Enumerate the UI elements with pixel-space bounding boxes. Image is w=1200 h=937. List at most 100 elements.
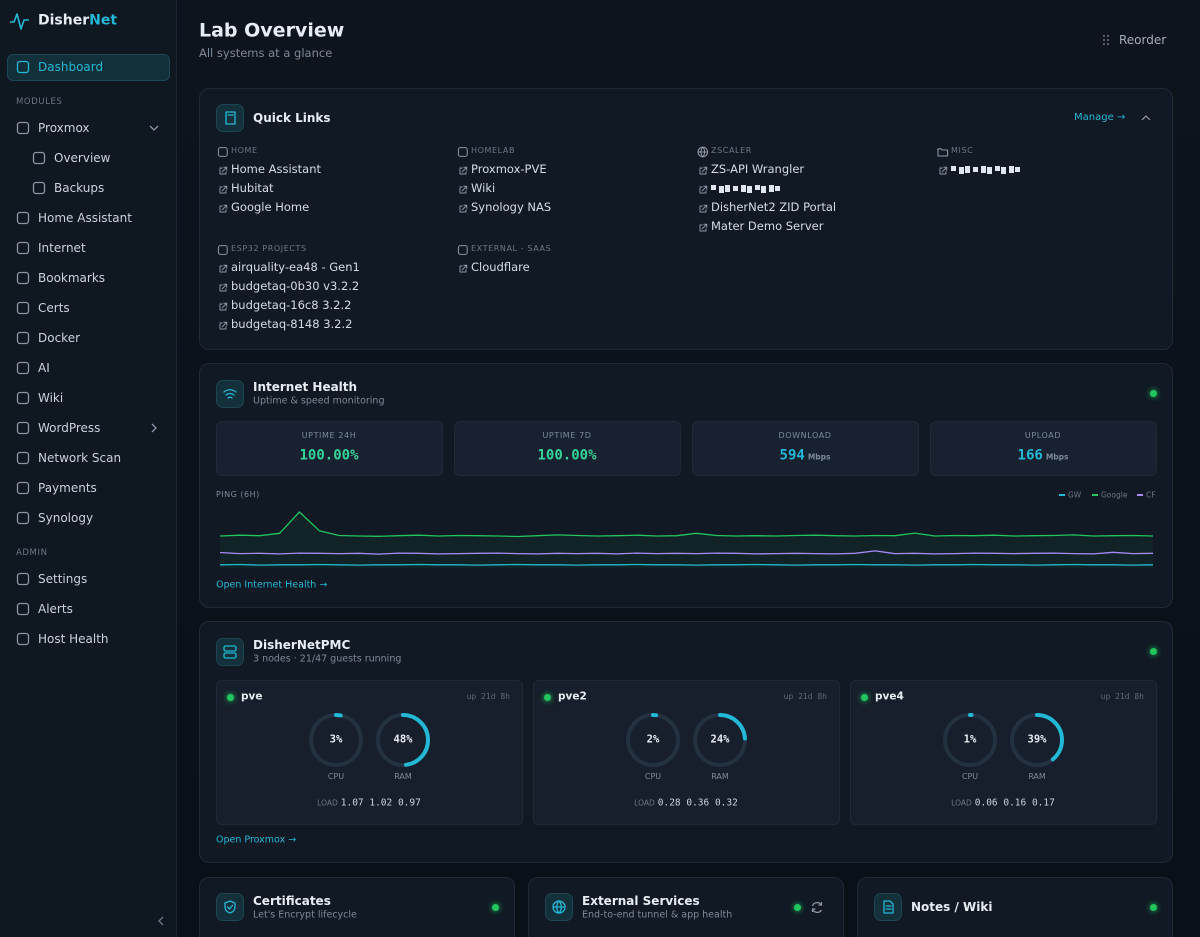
gauge-value: 3% <box>329 733 343 746</box>
quick-link[interactable]: budgetaq-8148 3.2.2 <box>231 317 353 332</box>
nav-chevron <box>149 125 159 131</box>
grip-dot <box>1107 43 1109 45</box>
stat-value: 594 Mbps <box>780 448 831 465</box>
icon-shape <box>219 204 228 213</box>
icon-shape <box>699 166 708 175</box>
stat-value: 100.00% <box>299 448 358 465</box>
node-load: LOAD 1.07 1.02 0.97 <box>317 797 421 808</box>
nav-item[interactable]: Alerts <box>38 601 73 616</box>
icon-box <box>216 893 244 921</box>
icon <box>16 451 30 465</box>
gauge-arc <box>943 713 997 767</box>
ping-line <box>219 511 1154 538</box>
icon-shape <box>699 204 708 213</box>
nav-item[interactable]: Certs <box>38 300 70 315</box>
redacted-link <box>711 185 780 193</box>
status-dot <box>793 903 801 911</box>
icon-shape <box>699 223 708 232</box>
icon <box>16 60 30 74</box>
stat-value: 100.00% <box>537 448 596 465</box>
icon-shape <box>459 264 468 273</box>
nav-item[interactable]: Docker <box>38 330 81 345</box>
icon-shape <box>16 211 30 225</box>
quick-link[interactable]: Mater Demo Server <box>711 219 824 234</box>
node-load: LOAD 0.28 0.36 0.32 <box>634 797 738 808</box>
nav-item[interactable]: Synology <box>38 510 94 525</box>
stat-unit: Mbps <box>1045 452 1069 462</box>
icon-shape <box>457 245 468 255</box>
icon-box <box>216 104 244 132</box>
nav-item[interactable]: Home Assistant <box>38 210 132 225</box>
icon <box>16 602 30 616</box>
node-box <box>533 680 840 825</box>
icon <box>16 421 30 435</box>
nav-item[interactable]: Dashboard <box>38 59 104 74</box>
open-link[interactable]: Open Proxmox → <box>216 834 297 846</box>
stat-label: UPLOAD <box>1024 431 1062 441</box>
icon <box>16 301 30 315</box>
brand-part: Net <box>89 12 118 29</box>
icon <box>459 204 468 213</box>
card <box>528 877 844 937</box>
quick-link[interactable]: budgetaq-16c8 3.2.2 <box>231 298 352 313</box>
nav-item[interactable]: Payments <box>38 480 97 495</box>
quick-link[interactable]: Google Home <box>231 200 310 215</box>
nav-item[interactable]: Proxmox <box>38 120 90 135</box>
icon <box>459 166 468 175</box>
gauge-label: CPU <box>961 772 979 782</box>
reorder-button[interactable]: Reorder <box>1119 32 1167 47</box>
icon-shape <box>697 146 709 158</box>
icon <box>16 331 30 345</box>
redaction-pixel <box>1009 166 1014 173</box>
redaction-pixel <box>711 185 716 190</box>
nav-item[interactable]: Settings <box>38 571 88 586</box>
gauge-arc <box>626 713 680 767</box>
quick-link[interactable]: budgetaq-0b30 v3.2.2 <box>231 279 360 294</box>
quick-link[interactable]: DisherNet2 ZID Portal <box>711 200 837 215</box>
nav-section: ADMIN <box>16 547 48 558</box>
icon <box>219 283 228 292</box>
nav-item[interactable]: Internet <box>38 240 86 255</box>
icon <box>217 245 228 255</box>
icon-shape <box>937 148 949 157</box>
quick-link[interactable]: Cloudflare <box>471 260 530 275</box>
nav-item[interactable]: Host Health <box>38 631 109 646</box>
nav-item[interactable]: Overview <box>54 150 111 165</box>
card-title: Internet Health <box>253 379 358 394</box>
nav-active[interactable] <box>7 54 170 81</box>
quick-link[interactable]: Home Assistant <box>231 162 322 177</box>
nav-item[interactable]: Network Scan <box>38 450 122 465</box>
refresh-button[interactable] <box>811 901 823 913</box>
stat-box <box>930 421 1157 476</box>
open-link[interactable]: Open Internet Health → <box>216 579 328 591</box>
status-dot <box>860 693 868 701</box>
redaction-pixel <box>973 167 978 172</box>
gauge <box>309 713 363 767</box>
icon <box>32 151 46 165</box>
quick-link[interactable]: airquality-ea48 - Gen1 <box>231 260 360 275</box>
quick-link[interactable]: Hubitat <box>231 181 274 196</box>
nav-item[interactable]: Wiki <box>38 390 64 405</box>
nav-item[interactable]: Backups <box>54 180 105 195</box>
nav-item[interactable]: AI <box>38 360 50 375</box>
node-box <box>216 680 523 825</box>
quick-link[interactable]: Wiki <box>471 181 496 196</box>
icon <box>219 302 228 311</box>
icon <box>217 147 228 157</box>
quick-link[interactable]: Synology NAS <box>471 200 552 215</box>
icon-box <box>216 638 244 666</box>
icon-shape <box>32 151 46 165</box>
icon <box>552 900 566 914</box>
quick-link[interactable]: ZS-API Wrangler <box>711 162 805 177</box>
icon-shape <box>883 900 894 914</box>
nav-item[interactable]: Bookmarks <box>38 270 106 285</box>
nav-item[interactable]: WordPress <box>38 420 101 435</box>
stat-number: 100.00% <box>299 447 359 464</box>
collapse-chevron <box>1141 115 1151 121</box>
manage-link[interactable]: Manage → <box>1074 112 1126 123</box>
icon-shape <box>16 451 30 465</box>
redaction-pixel <box>951 166 956 171</box>
quick-link[interactable]: Proxmox-PVE <box>471 162 547 177</box>
node-box <box>850 680 1157 825</box>
